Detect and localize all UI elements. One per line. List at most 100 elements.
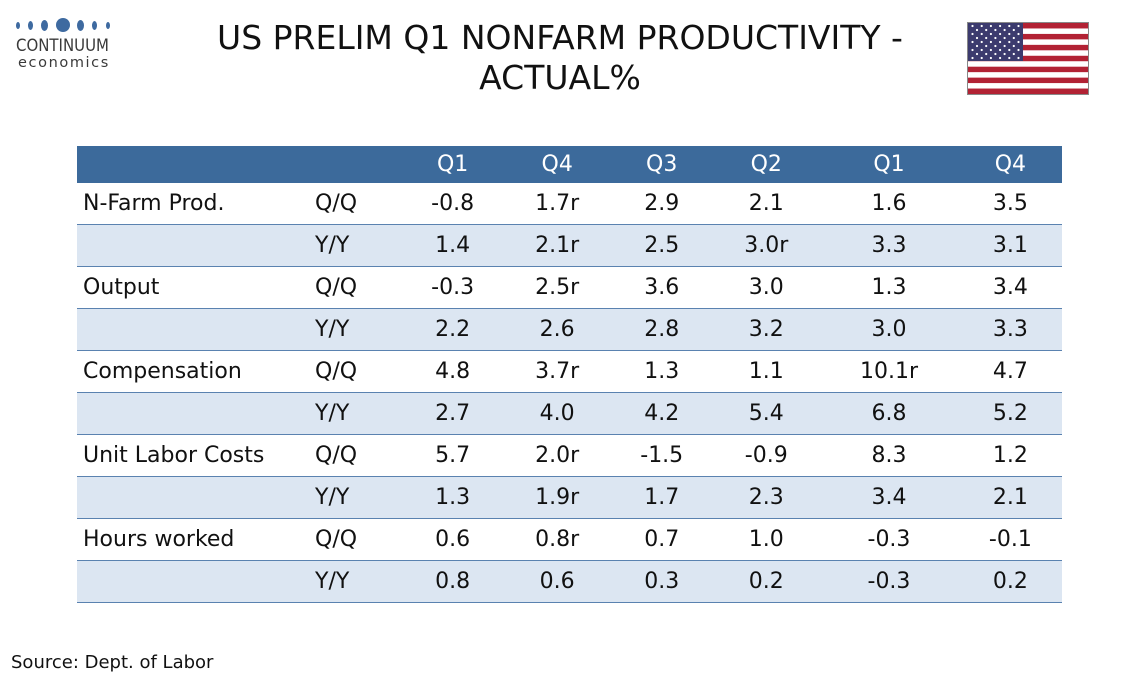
- table-cell: -0.8: [401, 183, 505, 225]
- column-header: Q3: [610, 146, 714, 183]
- source-note: Source: Dept. of Labor: [11, 652, 214, 673]
- table-row: Output Q/Q -0.3 2.5r 3.6 3.0 1.3 3.4: [77, 266, 1062, 309]
- logo-sub: economics: [18, 55, 110, 71]
- table-cell: -0.3: [819, 518, 959, 561]
- table-cell: 1.0: [713, 518, 820, 561]
- productivity-table: Q1 Q4 Q3 Q2 Q1 Q4 N-Farm Prod. Q/Q -0.8 1.7…: [77, 146, 1062, 603]
- table-cell: 1.4: [401, 224, 505, 267]
- table-row: Y/Y 2.2 2.6 2.8 3.2 3.0 3.3: [77, 308, 1062, 351]
- table-cell: 4.2: [610, 392, 714, 435]
- row-measure: Y/Y: [309, 560, 401, 603]
- row-label: Hours worked: [77, 518, 309, 561]
- us-flag-icon: [967, 22, 1089, 95]
- row-measure: Y/Y: [309, 476, 401, 519]
- row-measure: Q/Q: [309, 183, 401, 225]
- table-cell: 3.1: [958, 224, 1062, 267]
- column-header: Q4: [504, 146, 611, 183]
- column-header: Q2: [713, 146, 820, 183]
- table-cell: 1.3: [610, 350, 714, 393]
- table-cell: 2.6: [504, 308, 611, 351]
- row-measure: Y/Y: [309, 392, 401, 435]
- column-header: Q4: [958, 146, 1062, 183]
- continuum-logo: CONTINUUM economics: [12, 14, 137, 76]
- row-label: Unit Labor Costs: [77, 434, 309, 477]
- table-cell: 3.3: [958, 308, 1062, 351]
- table-cell: 2.2: [401, 308, 505, 351]
- row-label: [77, 476, 309, 519]
- table-cell: 3.2: [713, 308, 820, 351]
- header-measure-spacer: [309, 146, 401, 183]
- row-measure: Q/Q: [309, 518, 401, 561]
- table-cell: 0.8: [401, 560, 505, 603]
- table-cell: 1.2: [958, 434, 1062, 477]
- table-cell: 1.1: [713, 350, 820, 393]
- title-line-2: ACTUAL%: [479, 58, 641, 97]
- table-cell: 2.7: [401, 392, 505, 435]
- title-line-1: US PRELIM Q1 NONFARM PRODUCTIVITY -: [217, 18, 903, 57]
- table-cell: 2.5r: [504, 266, 611, 309]
- table-cell: 4.7: [958, 350, 1062, 393]
- table-cell: 0.2: [958, 560, 1062, 603]
- row-measure: Q/Q: [309, 434, 401, 477]
- table-cell: 2.0r: [504, 434, 611, 477]
- row-label: [77, 308, 309, 351]
- table-cell: -0.9: [713, 434, 820, 477]
- table-cell: 3.0: [819, 308, 959, 351]
- row-label: Output: [77, 266, 309, 309]
- table-cell: 1.3: [401, 476, 505, 519]
- row-label: [77, 560, 309, 603]
- table-cell: 1.7: [610, 476, 714, 519]
- table-cell: 10.1r: [819, 350, 959, 393]
- table-cell: 3.0r: [713, 224, 820, 267]
- table-cell: 4.8: [401, 350, 505, 393]
- table-cell: 2.9: [610, 183, 714, 225]
- table-cell: 3.3: [819, 224, 959, 267]
- table-cell: 2.5: [610, 224, 714, 267]
- table-cell: 0.6: [401, 518, 505, 561]
- table-cell: 2.1: [958, 476, 1062, 519]
- row-label: [77, 224, 309, 267]
- table-row: Compensation Q/Q 4.8 3.7r 1.3 1.1 10.1r 4.7: [77, 350, 1062, 393]
- table-cell: 1.7r: [504, 183, 611, 225]
- table-cell: 2.1: [713, 183, 820, 225]
- table-row: Y/Y 2.7 4.0 4.2 5.4 6.8 5.2: [77, 392, 1062, 435]
- table-cell: 3.6: [610, 266, 714, 309]
- row-label: N-Farm Prod.: [77, 183, 309, 225]
- table-cell: 4.0: [504, 392, 611, 435]
- table-cell: 5.2: [958, 392, 1062, 435]
- table-row: Y/Y 0.8 0.6 0.3 0.2 -0.3 0.2: [77, 560, 1062, 603]
- table-cell: 0.8r: [504, 518, 611, 561]
- header-row: Q1 Q4 Q3 Q2 Q1 Q4: [77, 146, 1062, 183]
- row-measure: Q/Q: [309, 266, 401, 309]
- table-cell: 3.7r: [504, 350, 611, 393]
- table-cell: 1.6: [819, 183, 959, 225]
- table-cell: 5.7: [401, 434, 505, 477]
- table-cell: 8.3: [819, 434, 959, 477]
- table-cell: 3.5: [958, 183, 1062, 225]
- table-cell: -0.3: [819, 560, 959, 603]
- column-header: Q1: [819, 146, 959, 183]
- table-cell: 6.8: [819, 392, 959, 435]
- table-cell: 5.4: [713, 392, 820, 435]
- row-measure: Y/Y: [309, 224, 401, 267]
- table-cell: 0.3: [610, 560, 714, 603]
- table-cell: 2.3: [713, 476, 820, 519]
- table-cell: 3.4: [958, 266, 1062, 309]
- logo-brand: CONTINUUM: [16, 36, 109, 56]
- page-title: US PRELIM Q1 NONFARM PRODUCTIVITY - ACTU…: [180, 18, 940, 98]
- table-cell: -1.5: [610, 434, 714, 477]
- table-cell: -0.1: [958, 518, 1062, 561]
- table-cell: 2.1r: [504, 224, 611, 267]
- table-cell: 0.7: [610, 518, 714, 561]
- table-cell: -0.3: [401, 266, 505, 309]
- table-cell: 3.4: [819, 476, 959, 519]
- row-label: [77, 392, 309, 435]
- column-header: Q1: [401, 146, 505, 183]
- table-row: N-Farm Prod. Q/Q -0.8 1.7r 2.9 2.1 1.6 3.5: [77, 183, 1062, 225]
- row-label: Compensation: [77, 350, 309, 393]
- table-row: Y/Y 1.3 1.9r 1.7 2.3 3.4 2.1: [77, 476, 1062, 519]
- table-cell: 1.9r: [504, 476, 611, 519]
- table-cell: 2.8: [610, 308, 714, 351]
- table-row: Hours worked Q/Q 0.6 0.8r 0.7 1.0 -0.3 -0.1: [77, 518, 1062, 561]
- table-row: Y/Y 1.4 2.1r 2.5 3.0r 3.3 3.1: [77, 224, 1062, 267]
